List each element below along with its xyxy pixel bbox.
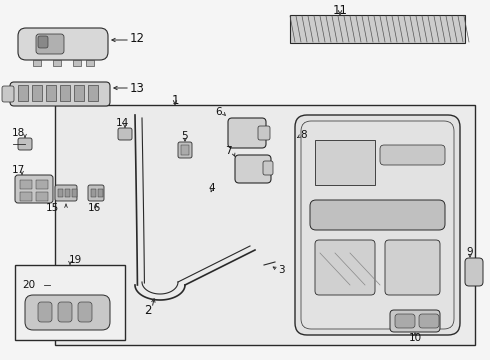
Bar bbox=[55, 105, 475, 345]
Text: 6: 6 bbox=[216, 107, 222, 117]
Bar bbox=[86, 60, 94, 66]
Text: 10: 10 bbox=[409, 333, 421, 343]
Bar bbox=[18, 85, 28, 101]
Text: 9: 9 bbox=[466, 247, 473, 257]
Circle shape bbox=[304, 317, 310, 323]
FancyBboxPatch shape bbox=[18, 28, 108, 60]
Bar bbox=[58, 189, 63, 197]
Bar bbox=[65, 189, 70, 197]
Bar bbox=[36, 180, 48, 189]
Bar bbox=[315, 140, 375, 185]
Bar bbox=[32, 85, 42, 101]
Text: 18: 18 bbox=[12, 128, 25, 138]
Bar bbox=[181, 145, 189, 155]
Text: 19: 19 bbox=[69, 255, 82, 265]
FancyBboxPatch shape bbox=[55, 185, 77, 201]
FancyBboxPatch shape bbox=[380, 145, 445, 165]
Circle shape bbox=[445, 317, 451, 323]
Text: 16: 16 bbox=[87, 203, 100, 213]
Text: 8: 8 bbox=[300, 130, 307, 140]
FancyBboxPatch shape bbox=[10, 82, 110, 106]
Text: 1: 1 bbox=[171, 94, 179, 107]
Text: 17: 17 bbox=[12, 165, 25, 175]
Circle shape bbox=[204, 191, 212, 199]
FancyBboxPatch shape bbox=[25, 295, 110, 330]
Circle shape bbox=[244, 160, 262, 178]
Circle shape bbox=[249, 165, 257, 173]
Bar bbox=[15, 265, 125, 340]
Bar bbox=[46, 85, 56, 101]
FancyBboxPatch shape bbox=[235, 155, 271, 183]
Bar bbox=[88, 85, 98, 101]
FancyBboxPatch shape bbox=[395, 314, 415, 328]
Bar bbox=[20, 180, 32, 189]
Bar bbox=[20, 192, 32, 201]
FancyBboxPatch shape bbox=[228, 118, 266, 148]
Circle shape bbox=[238, 123, 258, 143]
FancyBboxPatch shape bbox=[385, 240, 440, 295]
Text: 13: 13 bbox=[130, 81, 145, 95]
FancyBboxPatch shape bbox=[18, 138, 32, 150]
Text: 20: 20 bbox=[22, 280, 35, 290]
FancyBboxPatch shape bbox=[419, 314, 439, 328]
FancyBboxPatch shape bbox=[88, 185, 104, 201]
Circle shape bbox=[4, 90, 12, 98]
Text: 4: 4 bbox=[209, 183, 215, 193]
FancyBboxPatch shape bbox=[178, 142, 192, 158]
FancyBboxPatch shape bbox=[38, 302, 52, 322]
Circle shape bbox=[445, 132, 451, 138]
FancyBboxPatch shape bbox=[15, 175, 53, 203]
Circle shape bbox=[243, 128, 253, 138]
FancyBboxPatch shape bbox=[258, 126, 270, 140]
Bar bbox=[91, 189, 96, 197]
FancyBboxPatch shape bbox=[38, 36, 48, 48]
Text: 11: 11 bbox=[333, 4, 347, 17]
FancyBboxPatch shape bbox=[58, 302, 72, 322]
Bar bbox=[98, 189, 103, 197]
Bar bbox=[290, 15, 465, 43]
Circle shape bbox=[304, 132, 310, 138]
Text: 2: 2 bbox=[144, 303, 152, 316]
Circle shape bbox=[287, 133, 297, 143]
FancyBboxPatch shape bbox=[2, 86, 14, 102]
FancyBboxPatch shape bbox=[295, 115, 460, 335]
FancyBboxPatch shape bbox=[263, 161, 273, 175]
Text: 14: 14 bbox=[115, 118, 128, 128]
FancyBboxPatch shape bbox=[118, 128, 132, 140]
Bar bbox=[73, 60, 81, 66]
FancyBboxPatch shape bbox=[36, 34, 64, 54]
Circle shape bbox=[200, 187, 216, 203]
Bar bbox=[74, 85, 84, 101]
Bar bbox=[72, 189, 77, 197]
Bar bbox=[53, 60, 61, 66]
Bar bbox=[36, 192, 48, 201]
Text: 7: 7 bbox=[225, 146, 232, 156]
FancyBboxPatch shape bbox=[310, 200, 445, 230]
FancyBboxPatch shape bbox=[465, 258, 483, 286]
Bar bbox=[33, 60, 41, 66]
Bar bbox=[60, 85, 70, 101]
Text: 5: 5 bbox=[181, 131, 187, 141]
FancyBboxPatch shape bbox=[315, 240, 375, 295]
FancyBboxPatch shape bbox=[390, 310, 440, 332]
Text: 3: 3 bbox=[278, 265, 285, 275]
Text: 12: 12 bbox=[130, 32, 145, 45]
FancyBboxPatch shape bbox=[78, 302, 92, 322]
Text: 15: 15 bbox=[46, 203, 59, 213]
